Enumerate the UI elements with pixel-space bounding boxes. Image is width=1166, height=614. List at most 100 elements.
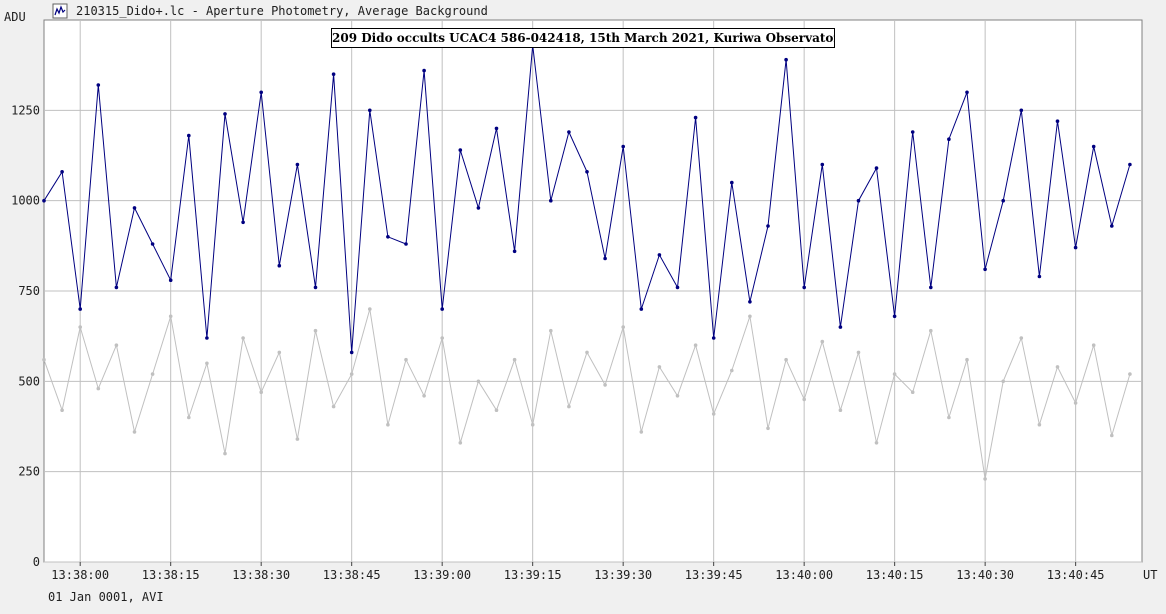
data-point-target: [132, 206, 137, 210]
data-point-background: [910, 390, 915, 395]
data-point-background: [1001, 379, 1005, 384]
data-point-background: [603, 383, 607, 387]
app-icon: [52, 3, 68, 19]
data-point-target: [494, 126, 499, 131]
data-point-target: [512, 249, 517, 254]
data-point-target: [259, 90, 264, 95]
x-tick-label: 13:40:30: [956, 568, 1014, 582]
x-tick-label: 13:38:30: [232, 568, 290, 582]
data-point-target: [476, 206, 481, 210]
data-point-background: [874, 441, 879, 445]
data-point-background: [1019, 336, 1024, 340]
data-point-background: [295, 437, 300, 441]
data-point-target: [78, 307, 82, 311]
data-point-background: [42, 357, 46, 362]
data-point-background: [277, 350, 282, 355]
data-point-target: [349, 350, 354, 355]
data-point-target: [404, 242, 408, 246]
data-point-target: [331, 72, 336, 76]
data-point-target: [458, 148, 463, 152]
x-tick-label: 13:39:30: [594, 568, 652, 582]
data-point-target: [693, 115, 698, 120]
data-point-target: [114, 285, 119, 290]
data-point-background: [512, 357, 517, 362]
data-point-background: [458, 441, 463, 445]
data-point-background: [150, 372, 155, 376]
y-tick-label: 1250: [11, 103, 40, 117]
data-point-background: [96, 386, 101, 391]
data-point-target: [223, 112, 227, 116]
data-point-background: [404, 357, 408, 362]
data-point-target: [585, 170, 589, 174]
data-point-target: [711, 336, 716, 340]
x-tick-label: 13:40:45: [1047, 568, 1105, 582]
x-tick-label: 13:40:15: [866, 568, 924, 582]
data-point-background: [168, 314, 173, 319]
x-tick-label: 13:39:00: [413, 568, 471, 582]
data-point-target: [1073, 245, 1078, 250]
data-point-target: [639, 307, 644, 311]
data-point-target: [675, 285, 680, 290]
data-point-background: [675, 394, 680, 398]
data-point-target: [567, 130, 571, 134]
data-point-background: [422, 394, 426, 398]
data-point-background: [820, 339, 825, 344]
data-point-target: [277, 263, 282, 268]
data-point-target: [1055, 119, 1060, 123]
x-tick-label: 13:38:15: [142, 568, 200, 582]
data-point-background: [947, 415, 951, 420]
window-title: 210315_Dido+.lc - Aperture Photometry, A…: [76, 4, 488, 18]
data-point-background: [1037, 422, 1042, 427]
data-point-background: [639, 430, 644, 434]
footer-date-text: 01 Jan 0001, AVI: [48, 590, 164, 604]
data-point-background: [368, 307, 372, 311]
data-point-background: [241, 336, 245, 340]
data-point-target: [784, 57, 788, 62]
data-point-background: [494, 408, 499, 413]
data-point-background: [567, 404, 571, 409]
data-point-background: [711, 412, 716, 416]
y-tick-label: 500: [18, 374, 40, 388]
data-point-background: [892, 372, 897, 376]
data-point-target: [910, 130, 915, 134]
data-point-target: [1019, 108, 1024, 113]
data-point-target: [168, 278, 173, 283]
chart-title: 209 Dido occults UCAC4 586-042418, 15th …: [331, 28, 835, 48]
x-tick-label: 13:39:15: [504, 568, 562, 582]
data-point-target: [983, 267, 987, 272]
data-point-target: [368, 108, 372, 113]
data-point-background: [187, 415, 191, 420]
data-point-target: [730, 180, 734, 185]
data-point-background: [1073, 401, 1078, 405]
data-point-background: [549, 328, 553, 333]
series-layer: [42, 43, 1132, 481]
data-point-target: [965, 90, 969, 95]
data-point-target: [42, 198, 46, 203]
y-axis-label: ADU: [4, 10, 26, 24]
data-point-background: [657, 365, 662, 369]
y-axis-ticks: 0 250 500 750 1000 1250: [11, 103, 40, 569]
data-point-background: [259, 390, 264, 395]
data-point-background: [784, 357, 788, 362]
data-point-background: [693, 343, 698, 348]
data-point-background: [476, 379, 481, 384]
data-point-target: [947, 137, 951, 141]
x-axis-ticks: 13:38:00 13:38:15 13:38:30 13:38:45 13:39:00…: [51, 562, 1105, 582]
data-point-background: [331, 404, 336, 409]
data-point-target: [205, 336, 209, 340]
x-axis-label: UT: [1143, 568, 1157, 582]
data-point-target: [856, 198, 861, 203]
data-point-target: [60, 170, 64, 174]
data-point-background: [60, 408, 64, 413]
data-point-target: [1110, 224, 1114, 228]
data-point-background: [856, 350, 861, 355]
data-point-background: [440, 336, 445, 340]
data-point-background: [132, 430, 137, 434]
data-point-background: [965, 357, 969, 362]
data-point-background: [223, 451, 227, 456]
y-tick-label: 250: [18, 465, 40, 479]
data-point-background: [838, 408, 843, 413]
data-point-target: [892, 314, 897, 319]
data-point-target: [603, 256, 607, 261]
